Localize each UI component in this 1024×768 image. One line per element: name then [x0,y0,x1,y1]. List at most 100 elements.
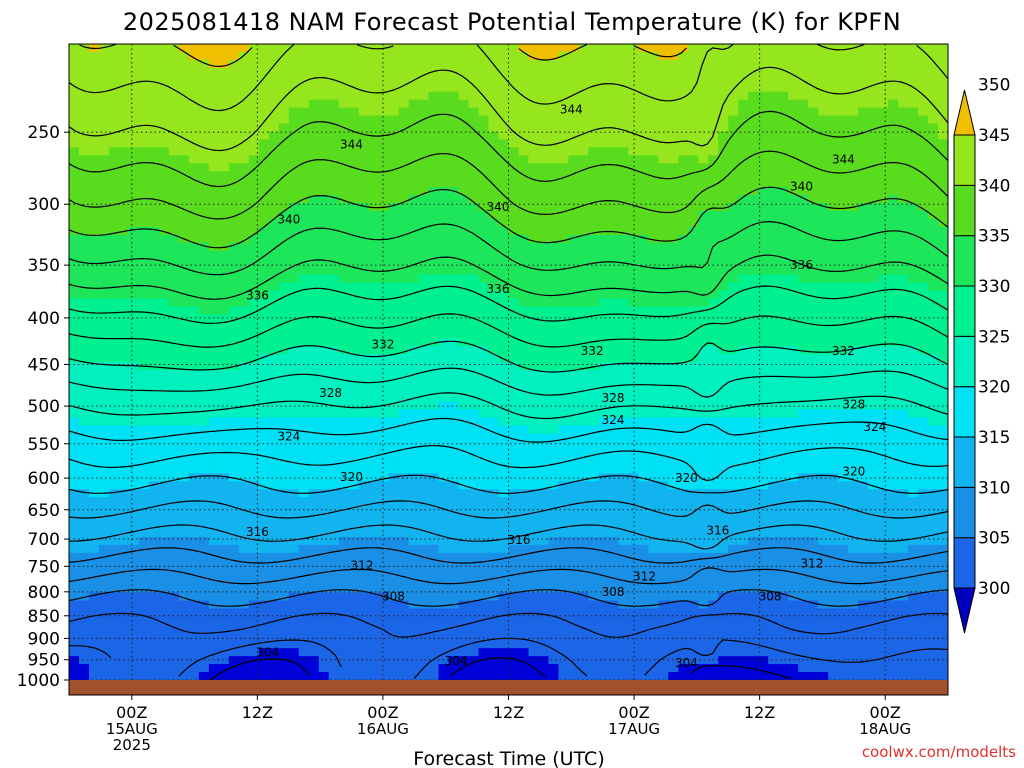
theta-cell [518,441,530,451]
theta-cell [118,91,130,101]
theta-cell [398,75,410,85]
theta-cell [408,210,420,220]
theta-cell [478,131,490,140]
theta-cell [608,441,619,451]
theta-cell [608,465,619,474]
theta-cell [118,218,130,228]
theta-cell [178,306,190,315]
theta-cell [148,473,160,482]
theta-cell [358,147,370,156]
theta-cell [468,528,480,538]
theta-cell [218,449,230,458]
theta-cell [488,433,500,443]
theta-cell [418,274,430,284]
theta-cell [98,266,110,276]
theta-cell [69,218,80,228]
theta-cell [238,552,250,562]
theta-cell [618,179,629,188]
theta-cell [468,218,480,228]
theta-cell [438,155,450,164]
theta-cell [328,218,340,228]
theta-cell [558,139,570,148]
theta-cell [398,99,410,109]
theta-cell [418,473,430,482]
theta-cell [638,67,649,77]
theta-cell [308,656,320,665]
theta-cell [618,608,629,617]
theta-cell [648,481,659,490]
theta-cell [458,505,470,514]
theta-cell [118,322,130,331]
theta-cell [98,322,110,331]
theta-cell [208,163,220,172]
theta-cell [258,266,270,276]
theta-cell [298,218,310,228]
theta-cell [118,425,130,435]
theta-cell [638,465,649,474]
theta-cell [658,433,669,443]
theta-cell [108,179,120,188]
theta-cell [468,322,480,331]
theta-cell [288,536,300,546]
theta-cell [368,624,380,633]
theta-cell [278,552,290,562]
theta-cell [168,123,180,133]
theta-cell [508,147,520,156]
theta-cell [168,393,180,403]
theta-cell [598,544,609,554]
theta-cell [138,401,150,411]
theta-cell [638,250,649,260]
theta-cell [268,234,280,244]
theta-cell [288,409,300,419]
theta-cell [168,536,180,546]
theta-cell [268,115,280,125]
theta-cell [308,147,320,156]
theta-cell [628,91,639,101]
theta-cell [308,385,320,395]
theta-cell [428,203,440,212]
theta-cell [178,67,190,77]
theta-cell [468,497,480,506]
theta-cell [558,282,570,292]
theta-cell [518,139,530,148]
theta-cell [428,290,440,299]
theta-cell [518,187,530,196]
theta-cell [228,544,240,554]
theta-cell [278,568,290,578]
theta-cell [578,608,590,617]
theta-cell [468,83,480,93]
theta-cell [158,473,170,482]
theta-cell [368,592,380,602]
theta-cell [598,163,609,172]
theta-cell [338,536,350,546]
theta-cell [308,616,320,625]
theta-cell [118,242,130,252]
theta-cell [178,107,190,117]
theta-cell [478,409,490,419]
theta-cell [468,226,480,236]
theta-cell [138,441,150,451]
theta-cell [178,616,190,625]
theta-cell [138,536,150,546]
theta-cell [108,338,120,347]
theta-cell [238,171,250,180]
theta-cell [678,306,689,315]
theta-cell [468,568,480,578]
theta-cell [218,99,230,109]
theta-cell [648,409,659,419]
theta-cell [538,377,550,387]
theta-cell [638,147,649,156]
theta-cell [328,552,340,562]
theta-cell [598,362,609,371]
theta-cell [108,672,120,680]
theta-cell [98,75,110,85]
theta-cell [328,417,340,427]
theta-cell [618,417,629,427]
theta-cell [498,266,510,276]
theta-cell [658,107,669,117]
theta-cell [498,59,510,69]
theta-cell [668,457,679,466]
theta-cell [78,473,90,482]
theta-cell [288,51,300,61]
theta-cell [228,131,240,140]
